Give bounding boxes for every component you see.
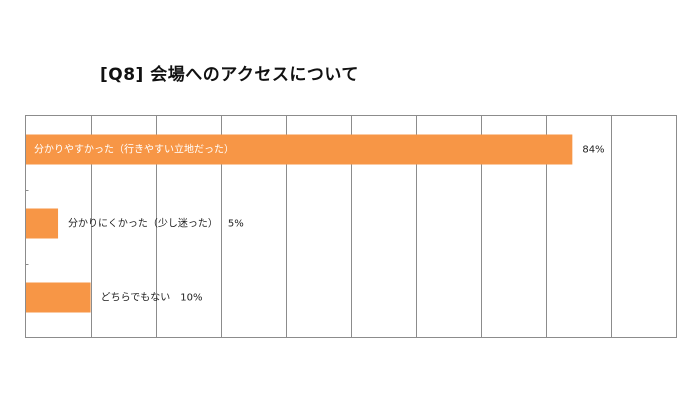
- category-label: 分かりにくかった（少し迷った）: [68, 218, 218, 230]
- labels: 分かりやすかった（行きやすい立地だった） 84% 分かりにくかった（少し迷った） 5%…: [34, 143, 605, 304]
- category-label: 分かりやすかった（行きやすい立地だった）: [34, 143, 234, 156]
- value-label: 5%: [228, 219, 244, 230]
- bar: [26, 282, 91, 313]
- bar: [26, 134, 573, 165]
- value-label: 10%: [180, 293, 202, 304]
- category-label: どちらでもない: [101, 292, 171, 304]
- bar: [26, 208, 59, 239]
- bars: [26, 134, 573, 313]
- chart-title: [Q8] 会場へのアクセスについて: [100, 65, 359, 85]
- gridlines: [25, 115, 612, 338]
- plot-frame: [25, 115, 677, 338]
- value-label: 84%: [582, 145, 604, 156]
